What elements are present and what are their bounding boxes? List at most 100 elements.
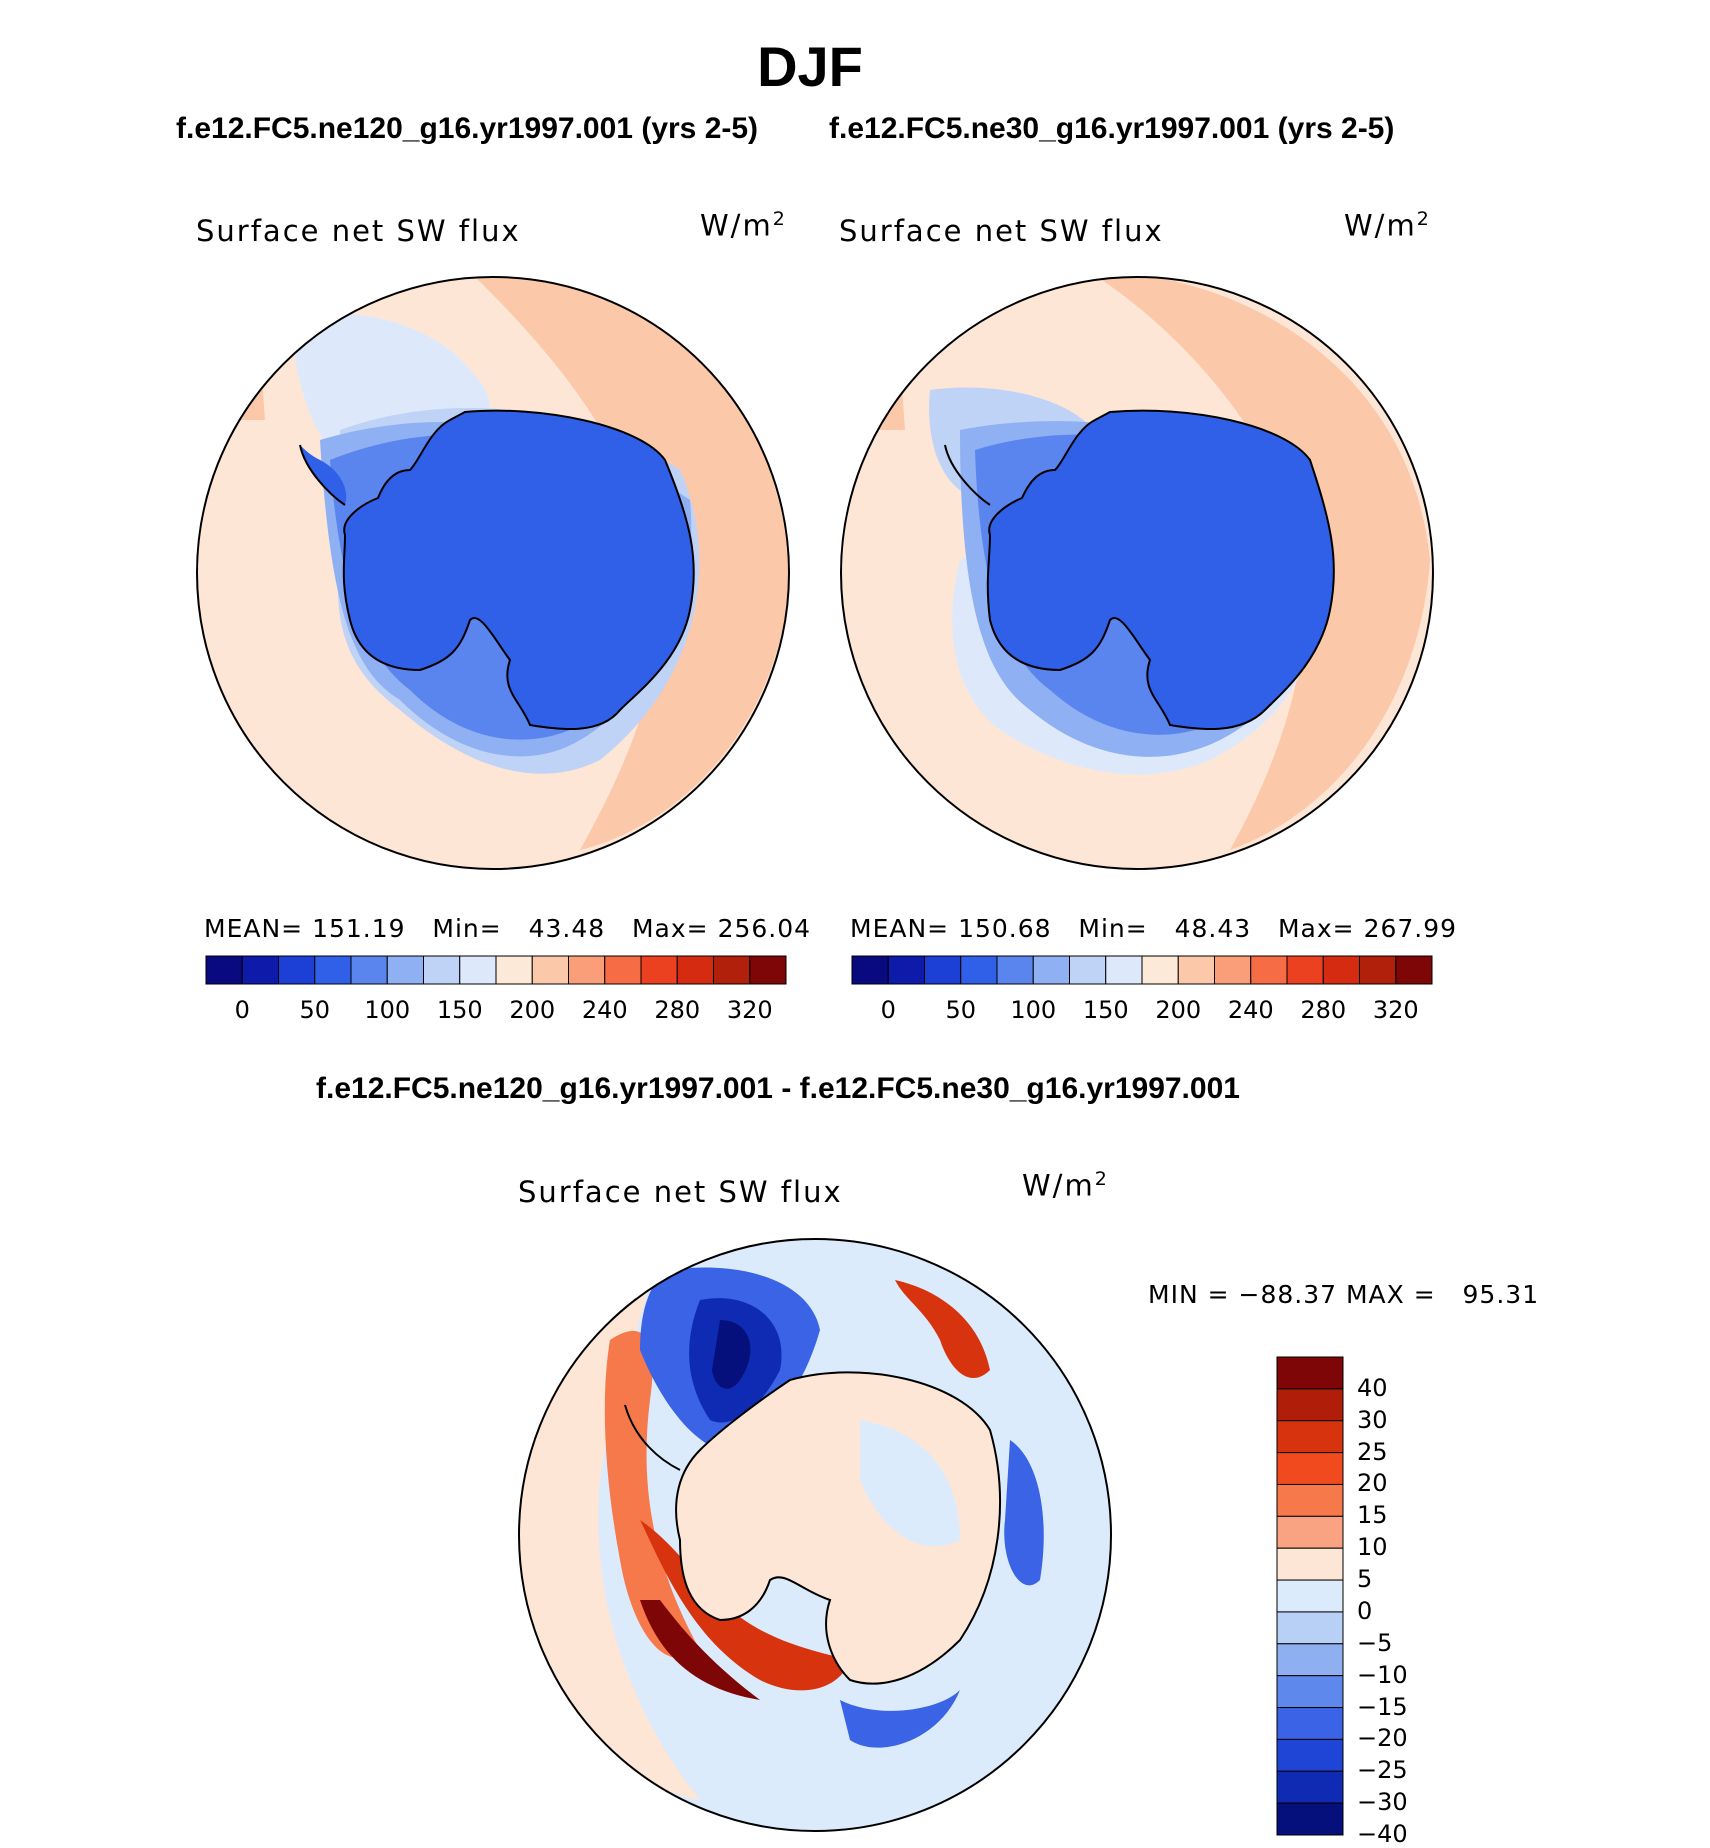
panel-a-field: [197, 277, 789, 869]
panel-a-colorbar-bin: [241, 955, 279, 985]
panel-a-colorbar-tick-label: 0: [234, 996, 250, 1024]
panel-b-colorbar-bin: [887, 955, 925, 985]
panel-b-colorbar-bin: [1105, 955, 1143, 985]
panel-a-colorbar-bin: [531, 955, 569, 985]
panel-a-colorbar-bin: [640, 955, 678, 985]
panel-b-field: [841, 277, 1433, 869]
panel-a-stats: MEAN= 151.19 Min= 43.48 Max= 256.04: [204, 914, 812, 943]
panel-c-colorbar-tick-label: −20: [1357, 1724, 1408, 1753]
panel-c-colorbar-bin: [1276, 1579, 1344, 1613]
panel-b-coastline: [986, 409, 1335, 731]
panel-b-colorbar-bin: [924, 955, 962, 985]
panel-b-colorbar-bin: [996, 955, 1034, 985]
panel-a-variable: Surface net SW flux: [196, 214, 521, 248]
panel-a-colorbar-tick-label: 320: [726, 996, 773, 1024]
panel-b-colorbar-bin: [1214, 955, 1252, 985]
panel-b-stats: MEAN= 150.68 Min= 48.43 Max= 267.99: [850, 914, 1458, 943]
difference-title: f.e12.FC5.ne120_g16.yr1997.001 - f.e12.F…: [316, 1072, 1240, 1105]
panel-a-colorbar-bin: [386, 955, 424, 985]
panel-a-map-boundary: [196, 276, 790, 870]
panel-c-colorbar-bin: [1276, 1802, 1344, 1836]
panel-b-colorbar-tick-label: 320: [1372, 996, 1419, 1024]
panel-c-colorbar-bin: [1276, 1611, 1344, 1645]
panel-a-colorbar-bin: [205, 955, 243, 985]
panel-c-colorbar-tick-label: 15: [1357, 1501, 1388, 1530]
panel-c-colorbar-tick-label: 0: [1357, 1596, 1373, 1625]
panel-c-colorbar-bin: [1276, 1643, 1344, 1677]
panel-c-colorbar: [1276, 1356, 1344, 1836]
panel-c-colorbar-bin: [1276, 1707, 1344, 1740]
panel-b-colorbar-bin: [851, 955, 889, 985]
panel-c-colorbar-tick-label: −40: [1357, 1820, 1408, 1848]
panel-b-colorbar-bin: [1286, 955, 1324, 985]
panel-b-colorbar-bin: [1177, 955, 1215, 985]
panel-b-colorbar-tick-label: 280: [1300, 996, 1347, 1024]
panel-a-colorbar-bin: [749, 955, 787, 985]
panel-b-colorbar-bin: [1395, 955, 1433, 985]
panel-c-colorbar-tick-label: 20: [1357, 1469, 1388, 1498]
panel-c-colorbar-tick-label: 30: [1357, 1405, 1388, 1434]
panel-b-colorbar-bin: [1250, 955, 1288, 985]
panel-c-colorbar-bin: [1276, 1770, 1344, 1804]
panel-c-colorbar-tick-label: −15: [1357, 1692, 1408, 1721]
panel-a-colorbar-tick-label: 200: [509, 996, 556, 1024]
panel-b-colorbar-tick-label: 100: [1010, 996, 1057, 1024]
panel-c-colorbar-bin: [1276, 1420, 1344, 1454]
panel-a-colorbar-tick-label: 150: [436, 996, 483, 1024]
panel-a-coastline: [342, 409, 695, 731]
panel-b-colorbar-tick-label: 150: [1082, 996, 1129, 1024]
panel-c-colorbar-bin: [1276, 1675, 1344, 1709]
panel-a-colorbar-bin: [350, 955, 388, 985]
panel-c-colorbar-bin: [1276, 1452, 1344, 1485]
panel-b-colorbar-bin: [1322, 955, 1360, 985]
panel-c-colorbar-tick-label: 40: [1357, 1373, 1388, 1402]
panel-b-colorbar-bin: [960, 955, 998, 985]
panel-a-colorbar-bin: [713, 955, 751, 985]
panel-a-colorbar: [205, 955, 787, 985]
figure-title: DJF: [757, 35, 863, 98]
panel-c-variable: Surface net SW flux: [518, 1175, 843, 1209]
panel-b-colorbar: [851, 955, 1433, 985]
panel-a-colorbar-bin: [423, 955, 461, 985]
panel-c-stats: MIN = −88.37 MAX = 95.31: [1148, 1280, 1540, 1309]
panel-a-colorbar-bin: [278, 955, 316, 985]
panel-a-colorbar-bin: [604, 955, 642, 985]
panel-c-field: [519, 1239, 1111, 1831]
panel-b-colorbar-tick-label: 240: [1227, 996, 1274, 1024]
panel-c-colorbar-bin: [1276, 1483, 1344, 1517]
panel-c-colorbar-tick-label: 25: [1357, 1437, 1388, 1466]
panel-c-colorbar-tick-label: −10: [1357, 1660, 1408, 1689]
panel-c-colorbar-tick-label: −30: [1357, 1788, 1408, 1817]
panel-c-colorbar-tick-label: 5: [1357, 1565, 1373, 1594]
panel-a-colorbar-bin: [314, 955, 352, 985]
panel-c-colorbar-tick-label: 10: [1357, 1533, 1388, 1562]
panel-a-units: W/m2: [700, 208, 787, 243]
case-b-title: f.e12.FC5.ne30_g16.yr1997.001 (yrs 2-5): [829, 112, 1395, 145]
panel-a-colorbar-tick-label: 100: [364, 996, 411, 1024]
panel-c-coastline: [675, 1371, 1001, 1685]
panel-b-units: W/m2: [1344, 208, 1431, 243]
panel-b-colorbar-tick-label: 200: [1155, 996, 1202, 1024]
panel-c-units: W/m2: [1022, 1168, 1109, 1203]
panel-a-colorbar-bin: [568, 955, 606, 985]
panel-b-colorbar-bin: [1032, 955, 1070, 985]
panel-c-colorbar-bin: [1276, 1515, 1344, 1549]
panel-b-variable: Surface net SW flux: [839, 214, 1164, 248]
panel-a-colorbar-bin: [676, 955, 714, 985]
panel-b-colorbar-bin: [1359, 955, 1397, 985]
panel-a-colorbar-tick-label: 240: [581, 996, 628, 1024]
panel-a-colorbar-bin: [459, 955, 497, 985]
panel-b-colorbar-bin: [1141, 955, 1179, 985]
panel-c-colorbar-tick-label: −25: [1357, 1756, 1408, 1785]
panel-a-colorbar-tick-label: 50: [299, 996, 331, 1024]
panel-b-colorbar-tick-label: 0: [880, 996, 896, 1024]
panel-c-colorbar-bin: [1276, 1356, 1344, 1390]
panel-c-colorbar-bin: [1276, 1738, 1344, 1772]
panel-b-colorbar-tick-label: 50: [945, 996, 977, 1024]
panel-b-map-boundary: [840, 276, 1434, 870]
panel-c-colorbar-bin: [1276, 1388, 1344, 1422]
panel-c-colorbar-bin: [1276, 1547, 1344, 1581]
panel-a-colorbar-tick-label: 280: [654, 996, 701, 1024]
panel-c-map-boundary: [518, 1238, 1112, 1832]
panel-b-colorbar-bin: [1069, 955, 1107, 985]
